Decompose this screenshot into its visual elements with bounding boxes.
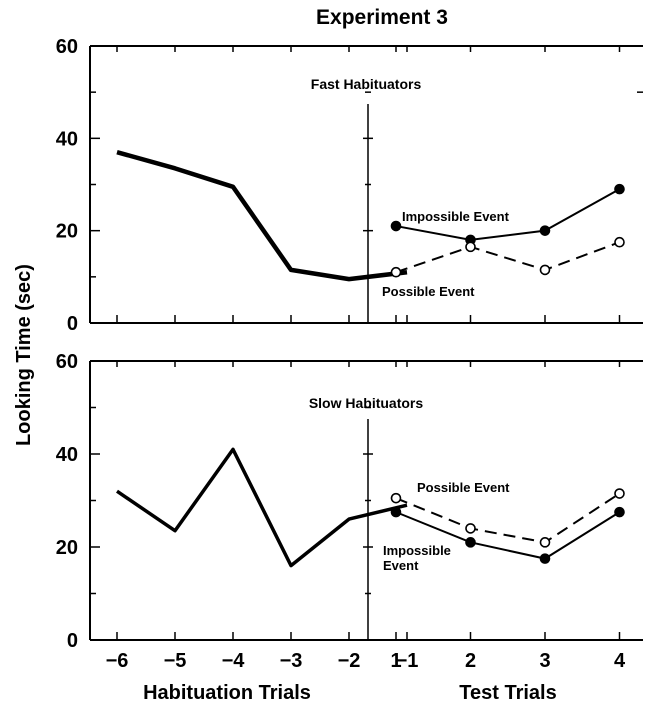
impossible-event-line bbox=[395, 511, 621, 560]
habituation-series-line bbox=[116, 447, 408, 568]
impossible-event-label: Event bbox=[383, 558, 419, 573]
possible-event-line bbox=[395, 241, 620, 274]
possible-event-point bbox=[614, 488, 625, 499]
y-tick-label: 60 bbox=[56, 36, 78, 58]
x-axis-title-test: Test Trials bbox=[459, 682, 556, 704]
possible-event-point bbox=[465, 241, 476, 253]
possible-event-label: Possible Event bbox=[382, 284, 475, 299]
impossible-event-point bbox=[614, 183, 625, 195]
y-tick-label: 0 bbox=[67, 313, 78, 335]
possible-event-point bbox=[539, 537, 551, 548]
y-tick-label: 0 bbox=[67, 630, 78, 652]
x-tick-label-habituation: −4 bbox=[222, 650, 246, 672]
impossible-event-point bbox=[390, 220, 402, 232]
x-tick-label-test: 1 bbox=[390, 650, 401, 672]
y-tick-label: 60 bbox=[56, 351, 78, 373]
x-tick-label-habituation: −6 bbox=[106, 650, 129, 672]
possible-event-point bbox=[390, 492, 402, 504]
possible-event-line bbox=[395, 492, 621, 544]
x-tick-label-habituation: −2 bbox=[338, 650, 361, 672]
impossible-event-point bbox=[390, 506, 402, 518]
x-tick-label-test: 2 bbox=[465, 650, 476, 672]
chart-title: Experiment 3 bbox=[316, 6, 448, 29]
habituation-series-line bbox=[116, 150, 408, 282]
x-tick-label-test: 4 bbox=[614, 650, 626, 672]
y-tick-label: 20 bbox=[56, 221, 78, 243]
x-tick-label-habituation: −5 bbox=[164, 650, 187, 672]
y-tick-label: 20 bbox=[56, 537, 78, 559]
impossible-event-point bbox=[539, 553, 551, 564]
possible-event-point bbox=[465, 523, 476, 534]
x-tick-label-test: 3 bbox=[539, 650, 550, 672]
y-axis-title: Looking Time (sec) bbox=[13, 264, 35, 446]
impossible-event-point bbox=[465, 537, 476, 548]
possible-event-point bbox=[390, 266, 402, 278]
impossible-event-line bbox=[395, 188, 620, 241]
impossible-event-point bbox=[614, 506, 625, 518]
possible-event-point bbox=[614, 236, 625, 248]
impossible-event-point bbox=[539, 225, 551, 236]
x-tick-label-habituation: −3 bbox=[280, 650, 303, 672]
x-axis-title-habituation: Habituation Trials bbox=[143, 682, 311, 704]
possible-event-label: Possible Event bbox=[417, 480, 510, 495]
x-tick-label-habituation: −1 bbox=[396, 650, 419, 672]
panel-title: Fast Habituators bbox=[311, 76, 422, 92]
y-tick-label: 40 bbox=[56, 444, 78, 466]
impossible-event-label: Impossible Event bbox=[402, 209, 510, 224]
panel-title: Slow Habituators bbox=[309, 395, 424, 411]
possible-event-point bbox=[539, 264, 551, 276]
y-tick-label: 40 bbox=[56, 128, 78, 150]
impossible-event-label: Impossible bbox=[383, 543, 451, 558]
panel-fast: 0 20 40 60 Fast Habituators Impossible Event P… bbox=[56, 36, 643, 335]
